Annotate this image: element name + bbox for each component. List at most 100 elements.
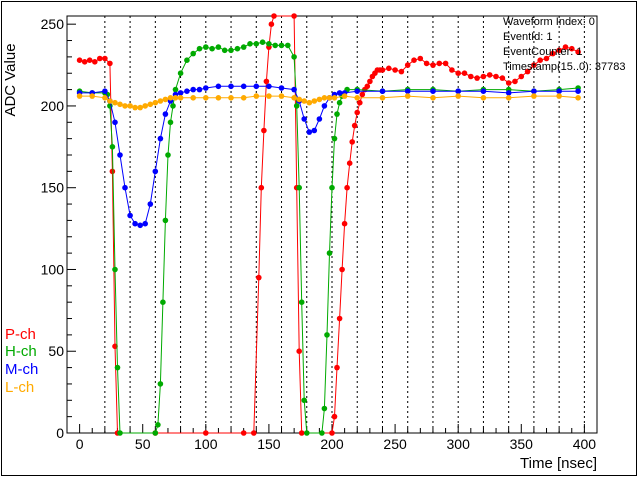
- data-point-m-ch: [311, 127, 318, 134]
- data-point-m-ch: [321, 103, 328, 109]
- data-point-p-ch: [398, 68, 405, 75]
- data-point-h-ch: [157, 381, 164, 387]
- x-tick-label: 400: [573, 436, 597, 452]
- stats-line: EventCounter: 1: [503, 46, 583, 58]
- data-point-p-ch: [357, 99, 363, 106]
- data-point-p-ch: [268, 21, 275, 28]
- data-point-p-ch: [344, 184, 350, 191]
- data-point-m-ch: [253, 83, 260, 90]
- data-point-p-ch: [430, 62, 436, 68]
- data-point-p-ch: [346, 160, 353, 166]
- data-point-m-ch: [556, 88, 562, 94]
- series-p-ch: [76, 13, 581, 436]
- data-point-l-ch: [480, 95, 487, 101]
- data-point-m-ch: [291, 86, 297, 93]
- data-point-p-ch: [251, 430, 257, 436]
- data-point-h-ch: [278, 42, 285, 49]
- x-tick-label: 0: [76, 436, 84, 452]
- data-point-p-ch: [334, 364, 340, 371]
- data-point-l-ch: [228, 95, 234, 101]
- data-point-h-ch: [326, 250, 333, 256]
- data-point-p-ch: [468, 73, 474, 80]
- data-point-h-ch: [247, 41, 253, 47]
- data-point-p-ch: [411, 57, 417, 63]
- data-point-h-ch: [259, 39, 266, 45]
- data-point-m-ch: [306, 129, 313, 135]
- data-point-p-ch: [556, 47, 562, 54]
- data-point-m-ch: [354, 88, 361, 94]
- x-tick-label: 200: [320, 436, 344, 452]
- data-point-m-ch: [152, 168, 159, 175]
- data-point-l-ch: [296, 96, 303, 103]
- data-point-m-ch: [480, 88, 487, 94]
- data-point-h-ch: [336, 99, 343, 106]
- data-point-m-ch: [240, 83, 247, 90]
- data-point-l-ch: [152, 99, 159, 106]
- data-point-l-ch: [142, 103, 148, 109]
- x-tick-label: 100: [194, 436, 218, 452]
- data-point-p-ch: [505, 80, 512, 86]
- data-point-p-ch: [271, 13, 277, 19]
- data-point-l-ch: [306, 99, 313, 106]
- data-point-h-ch: [321, 405, 328, 412]
- data-point-h-ch: [215, 44, 222, 50]
- data-point-l-ch: [531, 93, 537, 99]
- legend: P-ch H-ch M-ch L-ch: [5, 326, 38, 396]
- stats-line: Timestamp(15..0): 37783: [503, 61, 625, 73]
- data-point-h-ch: [301, 397, 308, 404]
- data-point-l-ch: [321, 95, 328, 101]
- data-point-m-ch: [301, 116, 308, 122]
- data-point-p-ch: [255, 274, 262, 281]
- data-point-p-ch: [417, 55, 424, 62]
- data-point-h-ch: [240, 44, 247, 50]
- data-point-l-ch: [240, 95, 247, 101]
- y-axis-title: ADC Value: [2, 43, 19, 116]
- data-point-m-ch: [430, 88, 436, 94]
- y-tick-label: 200: [41, 98, 65, 114]
- data-point-l-ch: [89, 93, 95, 99]
- data-point-h-ch: [304, 430, 310, 436]
- legend-label-p-ch: P-ch: [5, 326, 36, 343]
- data-point-p-ch: [386, 65, 392, 72]
- data-point-h-ch: [234, 45, 241, 52]
- data-point-h-ch: [331, 135, 338, 142]
- x-tick-label: 250: [383, 436, 407, 452]
- stats-line: Waveform Index: 0: [503, 16, 595, 28]
- data-point-p-ch: [543, 55, 550, 62]
- data-point-l-ch: [505, 95, 512, 101]
- data-point-p-ch: [569, 45, 575, 52]
- data-point-h-ch: [162, 217, 169, 224]
- data-point-m-ch: [404, 88, 411, 94]
- data-point-p-ch: [336, 315, 343, 322]
- data-point-l-ch: [76, 93, 83, 99]
- data-point-h-ch: [184, 57, 190, 63]
- series-l-ch: [76, 93, 581, 111]
- data-point-h-ch: [228, 47, 234, 54]
- stats-line: EventId: 1: [503, 31, 553, 43]
- data-point-l-ch: [190, 95, 196, 101]
- data-point-l-ch: [331, 95, 338, 101]
- data-point-m-ch: [184, 88, 190, 94]
- data-point-m-ch: [203, 85, 209, 91]
- data-point-m-ch: [147, 201, 154, 207]
- series-m-ch: [76, 83, 581, 229]
- data-point-p-ch: [258, 184, 265, 191]
- data-point-h-ch: [253, 41, 260, 47]
- data-point-m-ch: [316, 116, 323, 122]
- data-point-m-ch: [102, 88, 108, 94]
- data-point-p-ch: [480, 73, 487, 80]
- data-point-m-ch: [127, 212, 133, 219]
- data-point-p-ch: [493, 73, 499, 80]
- data-point-l-ch: [172, 95, 179, 101]
- data-point-m-ch: [162, 111, 169, 117]
- data-point-h-ch: [109, 144, 116, 150]
- data-point-h-ch: [196, 45, 203, 52]
- data-point-l-ch: [102, 95, 108, 101]
- data-point-m-ch: [336, 90, 343, 96]
- data-point-h-ch: [298, 299, 305, 306]
- data-point-p-ch: [474, 75, 480, 81]
- data-point-p-ch: [436, 60, 443, 67]
- data-point-l-ch: [132, 104, 138, 111]
- data-point-m-ch: [196, 86, 203, 93]
